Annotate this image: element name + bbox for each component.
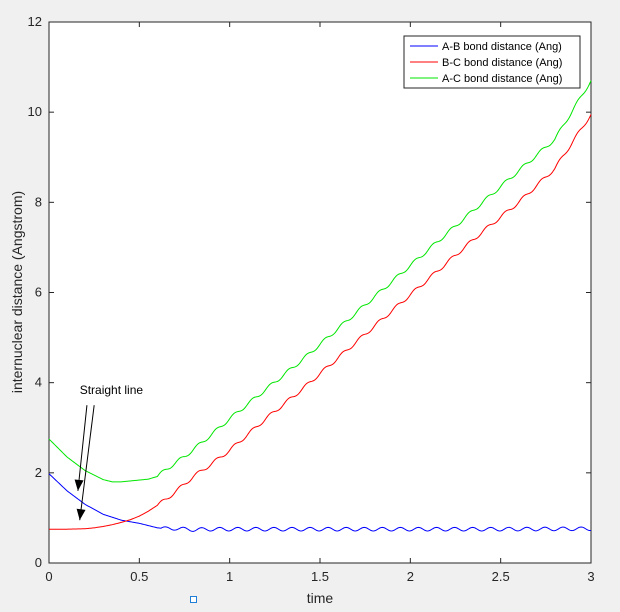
x-tick-label: 2	[407, 569, 414, 584]
annotation-arrowhead	[74, 479, 84, 491]
annotation-arrow	[79, 405, 95, 521]
series-lines	[48, 80, 592, 532]
y-tick-label: 4	[35, 375, 42, 390]
y-tick-label: 2	[35, 465, 42, 480]
plot-area	[48, 21, 592, 564]
x-tick-label: 1.5	[311, 569, 329, 584]
legend[interactable]: A-B bond distance (Ang) B-C bond distance…	[403, 35, 581, 89]
annotation-text: Straight line	[80, 383, 144, 397]
y-tick-label: 12	[28, 14, 42, 29]
annotation-arrowhead	[76, 508, 86, 521]
x-axis-label: time	[307, 590, 334, 606]
series-line-3	[48, 80, 592, 483]
y-tick-label: 10	[28, 104, 42, 119]
annotation-arrow	[77, 405, 88, 491]
axes-ticks: 0 0.5 1 1.5 2 2.5 3 0 2 4 6 8 10 12	[28, 14, 595, 584]
y-tick-label: 0	[35, 555, 42, 570]
legend-entry: A-C bond distance (Ang)	[442, 73, 562, 85]
x-tick-label: 2.5	[492, 569, 510, 584]
series-line-2	[49, 114, 592, 530]
series-line-1	[48, 473, 592, 532]
x-tick-label: 0	[45, 569, 52, 584]
figure-resize-handle[interactable]	[190, 596, 197, 603]
y-tick-label: 6	[35, 285, 42, 300]
x-tick-label: 0.5	[130, 569, 148, 584]
annotations: Straight line	[74, 383, 144, 521]
legend-entry: B-C bond distance (Ang)	[442, 57, 562, 69]
y-axis-label: internuclear distance (Angstrom)	[9, 191, 25, 393]
x-tick-label: 1	[226, 569, 233, 584]
legend-entry: A-B bond distance (Ang)	[442, 41, 562, 53]
y-tick-label: 8	[35, 194, 42, 209]
x-tick-label: 3	[587, 569, 594, 584]
